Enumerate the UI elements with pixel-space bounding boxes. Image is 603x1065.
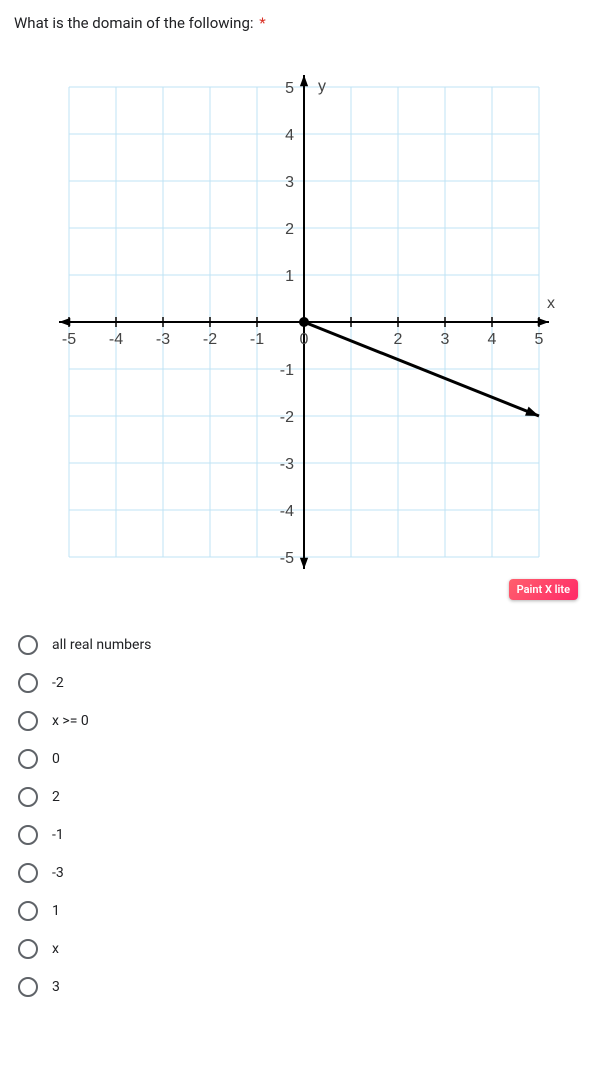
option-row[interactable]: 1	[14, 892, 589, 930]
radio-icon[interactable]	[18, 825, 38, 845]
option-label: all real numbers	[52, 637, 151, 653]
option-label: 1	[52, 903, 60, 919]
paint-badge-label: Paint X lite	[517, 583, 570, 596]
option-label: -1	[52, 827, 64, 843]
svg-text:x: x	[547, 295, 555, 312]
option-row[interactable]: all real numbers	[14, 626, 589, 664]
option-label: 2	[52, 789, 60, 805]
radio-icon[interactable]	[18, 863, 38, 883]
svg-text:4: 4	[488, 331, 497, 348]
option-label: 3	[52, 979, 60, 995]
required-asterisk: *	[259, 14, 265, 32]
option-label: x	[52, 941, 59, 957]
svg-text:-3: -3	[280, 456, 294, 473]
svg-text:-1: -1	[250, 331, 264, 348]
svg-text:2: 2	[394, 331, 403, 348]
radio-icon[interactable]	[18, 939, 38, 959]
option-row[interactable]: -1	[14, 816, 589, 854]
graph-container: -5 -4 -3 -2 -1 0 2 3 4 5 1 2 3 4 5 -1 -2 -3 -4 -5 y x Paint X…	[14, 62, 574, 596]
svg-text:y: y	[318, 78, 326, 95]
answer-options: all real numbers -2 x >= 0 0 2 -1 -3 1 x 3	[14, 626, 589, 1006]
svg-text:-4: -4	[280, 503, 294, 520]
paint-badge: Paint X lite	[509, 579, 578, 600]
option-row[interactable]: 0	[14, 740, 589, 778]
svg-text:4: 4	[285, 127, 294, 144]
svg-text:-4: -4	[109, 331, 123, 348]
option-row[interactable]: x	[14, 930, 589, 968]
svg-text:0: 0	[300, 331, 309, 348]
radio-icon[interactable]	[18, 901, 38, 921]
svg-text:-1: -1	[280, 362, 294, 379]
svg-text:2: 2	[285, 221, 294, 238]
radio-icon[interactable]	[18, 673, 38, 693]
svg-text:-2: -2	[203, 331, 217, 348]
svg-text:-3: -3	[156, 331, 170, 348]
svg-text:5: 5	[535, 331, 544, 348]
radio-icon[interactable]	[18, 749, 38, 769]
option-row[interactable]: 2	[14, 778, 589, 816]
question-text: What is the domain of the following:	[14, 14, 254, 32]
svg-text:-5: -5	[62, 331, 76, 348]
question-title: What is the domain of the following: *	[14, 14, 589, 32]
graph-svg: -5 -4 -3 -2 -1 0 2 3 4 5 1 2 3 4 5 -1 -2 -3 -4 -5 y x	[14, 62, 574, 592]
option-row[interactable]: -2	[14, 664, 589, 702]
option-label: 0	[52, 751, 60, 767]
option-label: x >= 0	[52, 713, 89, 729]
radio-icon[interactable]	[18, 635, 38, 655]
option-row[interactable]: -3	[14, 854, 589, 892]
option-row[interactable]: 3	[14, 968, 589, 1006]
option-label: -3	[52, 865, 64, 881]
svg-text:3: 3	[441, 331, 450, 348]
svg-text:5: 5	[285, 80, 294, 97]
svg-text:-2: -2	[280, 409, 294, 426]
option-row[interactable]: x >= 0	[14, 702, 589, 740]
radio-icon[interactable]	[18, 787, 38, 807]
option-label: -2	[52, 675, 64, 691]
svg-text:1: 1	[285, 268, 294, 285]
svg-text:-5: -5	[280, 550, 294, 567]
radio-icon[interactable]	[18, 711, 38, 731]
radio-icon[interactable]	[18, 977, 38, 997]
svg-text:3: 3	[285, 174, 294, 191]
